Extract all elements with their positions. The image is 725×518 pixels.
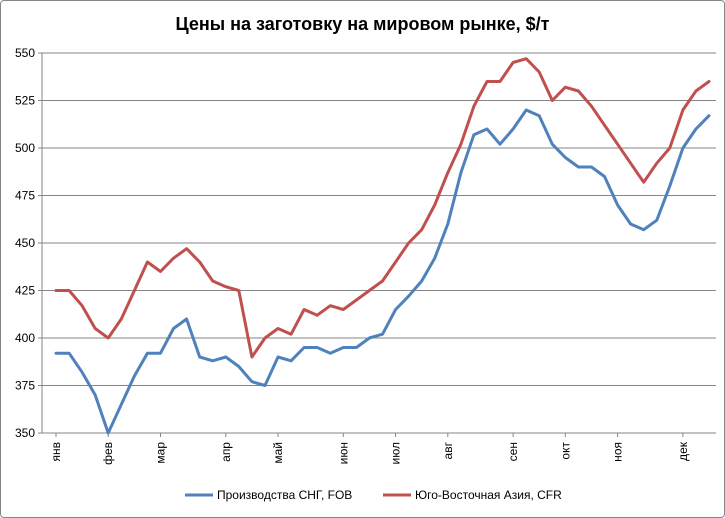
x-tick-label: окт (558, 442, 572, 460)
x-tick-label: фев (101, 442, 115, 465)
x-tick-label: дек (676, 441, 690, 461)
x-tick-label: янв (49, 442, 63, 462)
y-tick-label: 400 (15, 331, 35, 345)
x-tick-label: июл (389, 442, 403, 464)
axes (38, 52, 716, 437)
y-tick-label: 375 (15, 379, 35, 393)
y-tick-label: 425 (15, 284, 35, 298)
x-tick-label: ноя (611, 442, 625, 462)
y-tick-label: 550 (15, 46, 35, 60)
series-line-2 (54, 57, 711, 359)
y-tick-label: 475 (15, 189, 35, 203)
x-tick-label: май (271, 442, 285, 464)
y-tick-label: 350 (15, 426, 35, 440)
y-axis-ticks: 350 375 400 425 450 475 500 525 550 (15, 46, 35, 440)
legend-label-1: Производства СНГ, FOB (217, 488, 352, 502)
legend-label-2: Юго-Восточная Азия, CFR (415, 488, 562, 502)
chart-title: Цены на заготовку на мировом рынке, $/т (175, 14, 550, 34)
x-tick-label: июн (336, 442, 350, 464)
y-tick-label: 500 (15, 141, 35, 155)
x-axis-ticks: янв фев мар апр май июн июл авг сен окт ноя дек (49, 441, 690, 465)
y-tick-label: 525 (15, 94, 35, 108)
x-tick-label: мар (153, 442, 167, 464)
x-tick-label: апр (219, 442, 233, 462)
series-line-1 (54, 108, 711, 435)
x-tick-label: авг (441, 441, 455, 459)
x-tick-label: сен (506, 442, 520, 461)
y-tick-label: 450 (15, 236, 35, 250)
legend: Производства СНГ, FOB Юго-Восточная Азия,… (185, 488, 562, 502)
series-lines (54, 57, 711, 435)
gridlines (42, 52, 716, 386)
